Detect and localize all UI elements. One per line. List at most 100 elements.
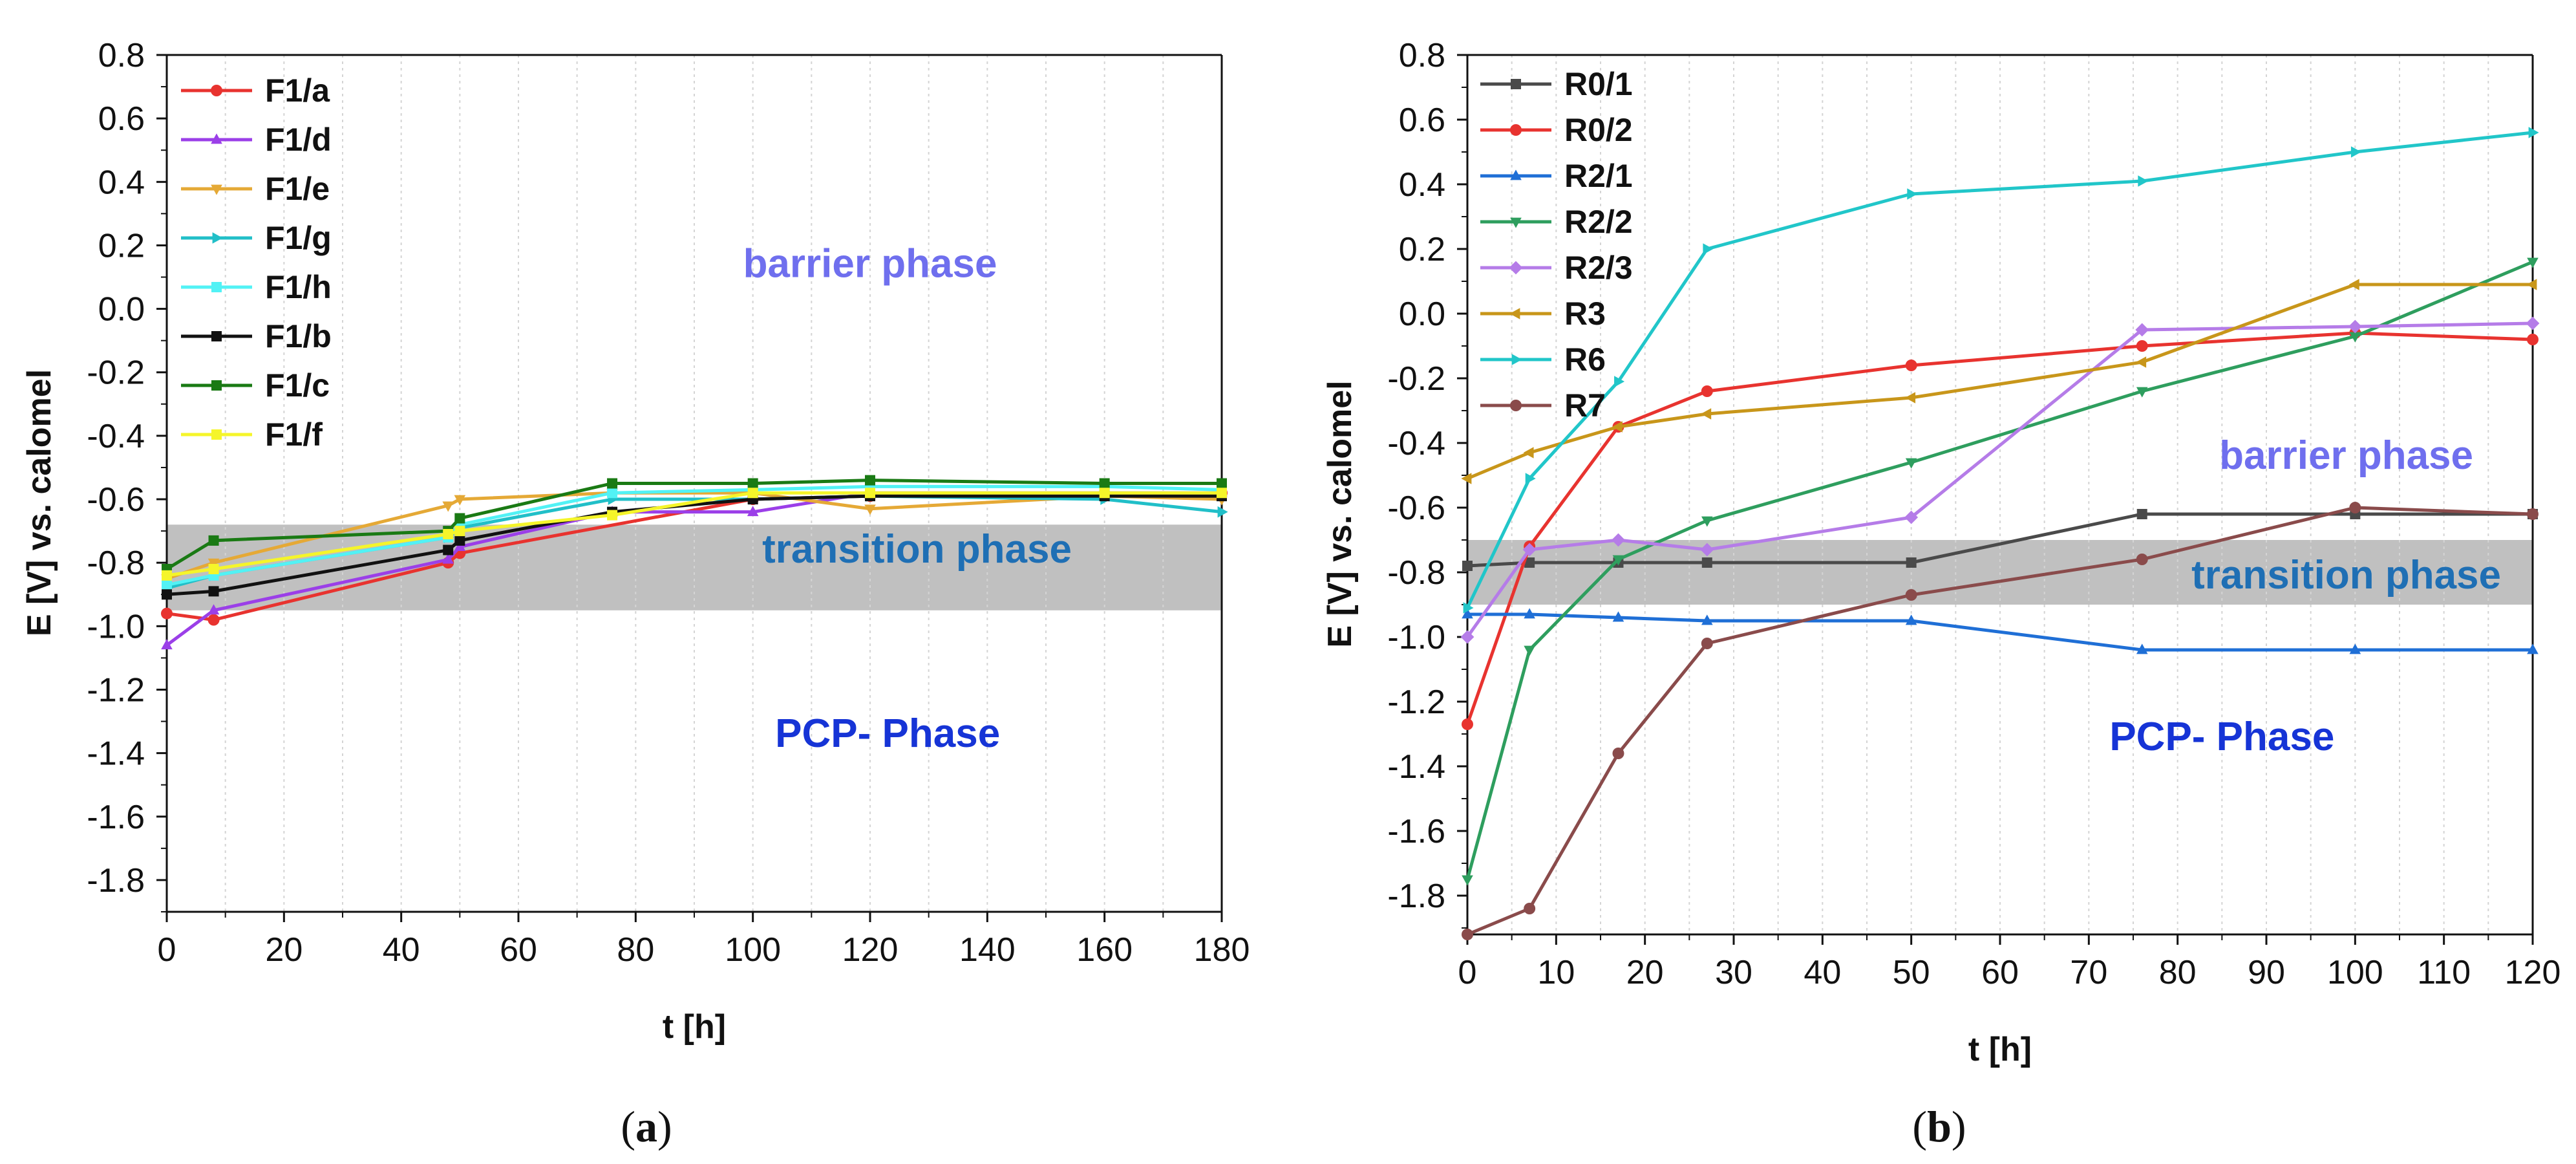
- y-tick-label-a: -1.2: [87, 671, 145, 709]
- x-tick-label-a: 0: [158, 931, 176, 969]
- series-line-R7: [1467, 506, 2533, 936]
- data-point-R3: [2526, 279, 2537, 290]
- data-point-F1/e: [442, 501, 454, 512]
- data-point-F1/e: [864, 504, 876, 515]
- x-tick-label-a: 120: [842, 931, 899, 969]
- data-point-R7: [2527, 508, 2539, 520]
- data-point-R6: [1703, 243, 1714, 255]
- data-point-R3: [1523, 447, 1534, 458]
- data-point-R2/2: [1524, 645, 1535, 656]
- series-R7: [1462, 502, 2539, 940]
- panel-caption-a: (a): [621, 1102, 672, 1151]
- x-tick-label-b: 60: [1981, 954, 2019, 991]
- series-line-R0/2: [1465, 331, 2533, 725]
- data-point-R6: [1525, 473, 1536, 484]
- data-point-R3: [2348, 279, 2359, 290]
- legend-entry-R6: R6: [1480, 341, 1606, 378]
- legend-entry-R2/2: R2/2: [1480, 204, 1633, 240]
- panel-caption-b: (b): [1912, 1102, 1966, 1151]
- y-tick-label-b: 0.4: [1399, 166, 1445, 204]
- data-point-R3: [1905, 392, 1916, 404]
- chart-panel-b: 0.8 0.6 0.4 0.2 0.0 -0.2 -0.4 -0.6 -0.8 -1.0 -1.2 -…: [1321, 37, 2560, 1151]
- y-axis-title-a: E [V] vs. calomel: [21, 369, 58, 636]
- data-point-F1/d: [747, 506, 759, 517]
- legend-marker-F1/b: [211, 331, 222, 341]
- x-tick-label-b: 50: [1893, 954, 1930, 991]
- data-point-R3: [1612, 421, 1623, 433]
- legend-marker-F1/g: [212, 232, 223, 244]
- series-R6: [1463, 127, 2539, 614]
- data-point-R2/3: [1904, 510, 1919, 524]
- legend-label-R0/2: R0/2: [1564, 112, 1633, 148]
- x-tick-label-b: 0: [1458, 954, 1477, 991]
- x-tick-label-b: 110: [2417, 954, 2471, 991]
- data-point-R2/3: [1700, 543, 1714, 557]
- y-tick-label-a: -0.6: [87, 481, 145, 519]
- data-point-R0/1: [1524, 557, 1535, 568]
- data-point-R2/3: [2526, 316, 2540, 330]
- y-tick-label-a: -1.8: [87, 862, 145, 900]
- data-point-R2/1: [2136, 643, 2148, 654]
- y-tick-label-b: -0.6: [1387, 490, 1445, 527]
- chart-panel-a: 0.8 0.6 0.4 0.2 0.0 -0.2 -0.4 -0.6 -0.8 -1.0 -1.2 -…: [21, 37, 1250, 1151]
- x-tick-label-b: 80: [2159, 954, 2197, 991]
- phase-annotation: transition phase: [762, 527, 1072, 572]
- y-tick-label-b: -0.2: [1387, 360, 1445, 398]
- y-tick-label-a: 0.8: [98, 37, 145, 74]
- data-point-F1/b: [162, 589, 172, 600]
- data-point-F1/c: [1217, 478, 1227, 489]
- x-tick-label-b: 10: [1537, 954, 1575, 991]
- data-point-F1/c: [208, 535, 219, 546]
- x-tick-label-b: 70: [2070, 954, 2107, 991]
- y-tick-label-a: 0.6: [98, 100, 145, 138]
- data-point-R2/1: [1462, 608, 1473, 619]
- legend-marker-R0/2: [1510, 124, 1522, 136]
- legend-marker-R7: [1510, 400, 1522, 411]
- data-point-R2/2: [2136, 387, 2148, 398]
- legend-label-F1/b: F1/b: [265, 318, 332, 354]
- data-point-F1/b: [443, 544, 454, 555]
- data-point-R7: [1524, 903, 1536, 914]
- legend-entry-F1/f: F1/f: [181, 416, 323, 453]
- data-point-F1/c: [454, 513, 465, 524]
- data-point-F1/c: [865, 475, 875, 486]
- y-tick-label-a: -0.2: [87, 354, 145, 392]
- series-line-R2/3: [1465, 321, 2533, 638]
- data-point-R2/2: [2349, 332, 2361, 343]
- series-line-R2/2: [1465, 260, 2533, 880]
- legend-marker-R2/3: [1509, 261, 1523, 275]
- data-point-R7: [1905, 589, 1917, 601]
- data-point-F1/a: [208, 614, 220, 626]
- series-line-R0/1: [1467, 512, 2533, 568]
- data-point-R3: [2136, 356, 2147, 368]
- legend-entry-R7: R7: [1480, 387, 1606, 424]
- legend-label-F1/e: F1/e: [265, 171, 330, 207]
- legend-marker-R0/1: [1511, 79, 1521, 89]
- phase-annotation: PCP- Phase: [2109, 715, 2334, 759]
- data-point-F1/d: [208, 604, 220, 615]
- x-tick-label-a: 180: [1194, 931, 1250, 969]
- y-tick-label-b: -1.2: [1387, 684, 1445, 721]
- y-tick-label-a: 0.4: [98, 164, 145, 201]
- data-point-R2/1: [1905, 614, 1917, 625]
- legend-label-R2/2: R2/2: [1564, 204, 1633, 240]
- data-point-F1/h: [607, 488, 618, 499]
- legend-entry-R0/2: R0/2: [1480, 112, 1633, 148]
- data-point-F1/b: [454, 535, 465, 546]
- y-tick-label-b: 0.0: [1399, 296, 1445, 333]
- legend-marker-F1/h: [211, 282, 222, 292]
- x-tick-label-b: 40: [1804, 954, 1841, 991]
- legend-entry-R2/1: R2/1: [1480, 158, 1633, 194]
- y-tick-label-a: -0.8: [87, 544, 145, 582]
- data-point-F1/a: [161, 607, 173, 620]
- legend-label-F1/g: F1/g: [265, 220, 332, 256]
- y-tick-label-b: 0.6: [1399, 102, 1445, 139]
- x-tick-label-a: 80: [617, 931, 654, 969]
- legend-marker-R2/1: [1510, 169, 1522, 180]
- x-tick-label-a: 140: [959, 931, 1016, 969]
- data-point-F1/g: [1217, 506, 1228, 518]
- data-point-R2/1: [1701, 614, 1713, 625]
- legend-marker-F1/f: [211, 429, 222, 440]
- x-tick-label-b: 30: [1715, 954, 1752, 991]
- legend-marker-F1/a: [211, 85, 222, 96]
